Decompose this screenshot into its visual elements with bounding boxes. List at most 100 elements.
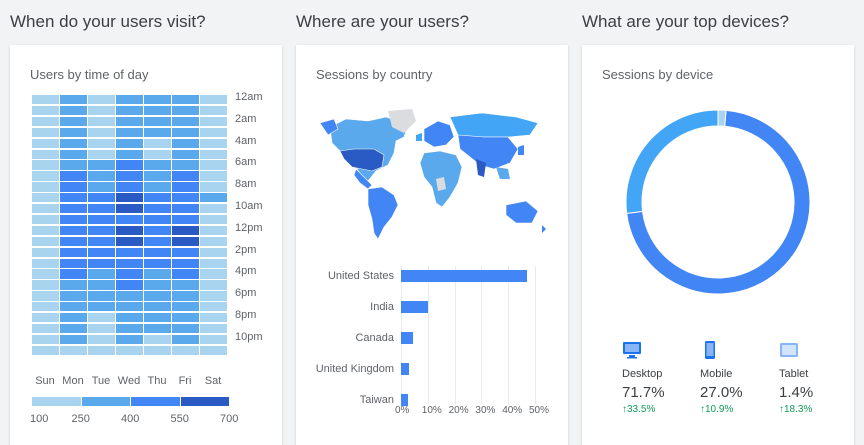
- heatmap-cell[interactable]: [60, 345, 87, 356]
- heatmap-cell[interactable]: [60, 225, 87, 236]
- heatmap-cell[interactable]: [116, 334, 143, 345]
- heatmap-cell[interactable]: [144, 291, 171, 301]
- heatmap-cell[interactable]: [88, 258, 115, 268]
- heatmap-cell[interactable]: [172, 116, 199, 127]
- heatmap-cell[interactable]: [32, 247, 59, 257]
- heatmap-cell[interactable]: [60, 334, 87, 345]
- heatmap-cell[interactable]: [32, 105, 59, 116]
- heatmap-cell[interactable]: [144, 95, 171, 105]
- heatmap-cell[interactable]: [32, 116, 59, 127]
- heatmap-cell[interactable]: [144, 214, 171, 225]
- heatmap-cell[interactable]: [172, 247, 199, 257]
- heatmap-cell[interactable]: [60, 182, 87, 192]
- heatmap-cell[interactable]: [144, 105, 171, 116]
- heatmap-cell[interactable]: [60, 160, 87, 170]
- heatmap-cell[interactable]: [60, 323, 87, 334]
- heatmap-cell[interactable]: [32, 345, 59, 356]
- heatmap-cell[interactable]: [144, 280, 171, 290]
- heatmap-cell[interactable]: [60, 269, 87, 279]
- heatmap-cell[interactable]: [32, 182, 59, 192]
- heatmap-cell[interactable]: [60, 138, 87, 148]
- heatmap-cell[interactable]: [200, 323, 227, 334]
- heatmap-cell[interactable]: [32, 236, 59, 247]
- heatmap-cell[interactable]: [88, 138, 115, 148]
- heatmap-cell[interactable]: [32, 269, 59, 279]
- heatmap-cell[interactable]: [60, 291, 87, 301]
- heatmap-cell[interactable]: [116, 225, 143, 236]
- donut-slice[interactable]: [625, 103, 720, 221]
- heatmap-cell[interactable]: [88, 247, 115, 257]
- heatmap-cell[interactable]: [200, 138, 227, 148]
- heatmap-cell[interactable]: [32, 149, 59, 159]
- heatmap-cell[interactable]: [200, 280, 227, 290]
- heatmap-cell[interactable]: [88, 236, 115, 247]
- heatmap-cell[interactable]: [144, 127, 171, 138]
- heatmap-cell[interactable]: [88, 334, 115, 345]
- heatmap-cell[interactable]: [172, 323, 199, 334]
- heatmap-cell[interactable]: [88, 323, 115, 334]
- heatmap-cell[interactable]: [172, 160, 199, 170]
- heatmap-cell[interactable]: [144, 182, 171, 192]
- heatmap-cell[interactable]: [60, 214, 87, 225]
- heatmap-cell[interactable]: [200, 160, 227, 170]
- heatmap-cell[interactable]: [172, 302, 199, 312]
- heatmap-cell[interactable]: [60, 280, 87, 290]
- country-bar[interactable]: [401, 394, 408, 406]
- heatmap-cell[interactable]: [200, 258, 227, 268]
- heatmap-cell[interactable]: [88, 182, 115, 192]
- heatmap-cell[interactable]: [60, 149, 87, 159]
- heatmap-cell[interactable]: [32, 171, 59, 181]
- heatmap-cell[interactable]: [88, 105, 115, 116]
- heatmap-cell[interactable]: [116, 269, 143, 279]
- heatmap-cell[interactable]: [88, 280, 115, 290]
- heatmap-cell[interactable]: [88, 116, 115, 127]
- heatmap-cell[interactable]: [32, 193, 59, 203]
- device-donut-chart[interactable]: [615, 99, 821, 305]
- heatmap-cell[interactable]: [200, 182, 227, 192]
- heatmap-cell[interactable]: [116, 105, 143, 116]
- heatmap-cell[interactable]: [116, 313, 143, 323]
- heatmap-cell[interactable]: [144, 323, 171, 334]
- heatmap-cell[interactable]: [172, 334, 199, 345]
- heatmap-cell[interactable]: [144, 171, 171, 181]
- heatmap-cell[interactable]: [200, 149, 227, 159]
- heatmap-cell[interactable]: [32, 334, 59, 345]
- heatmap-cell[interactable]: [172, 269, 199, 279]
- heatmap-cell[interactable]: [200, 127, 227, 138]
- heatmap-cell[interactable]: [60, 95, 87, 105]
- heatmap-cell[interactable]: [144, 204, 171, 214]
- heatmap-cell[interactable]: [172, 182, 199, 192]
- heatmap-cell[interactable]: [144, 236, 171, 247]
- heatmap-cell[interactable]: [88, 193, 115, 203]
- heatmap-cell[interactable]: [144, 149, 171, 159]
- heatmap-cell[interactable]: [200, 247, 227, 257]
- heatmap-cell[interactable]: [88, 149, 115, 159]
- heatmap-cell[interactable]: [32, 127, 59, 138]
- heatmap-cell[interactable]: [88, 345, 115, 356]
- heatmap-cell[interactable]: [200, 334, 227, 345]
- heatmap-cell[interactable]: [172, 127, 199, 138]
- heatmap-cell[interactable]: [144, 302, 171, 312]
- heatmap-cell[interactable]: [88, 214, 115, 225]
- heatmap-cell[interactable]: [60, 193, 87, 203]
- heatmap-cell[interactable]: [144, 269, 171, 279]
- heatmap-cell[interactable]: [88, 302, 115, 312]
- heatmap-cell[interactable]: [144, 258, 171, 268]
- heatmap-cell[interactable]: [88, 225, 115, 236]
- heatmap-cell[interactable]: [116, 291, 143, 301]
- heatmap-cell[interactable]: [200, 269, 227, 279]
- heatmap-cell[interactable]: [172, 193, 199, 203]
- heatmap-cell[interactable]: [116, 193, 143, 203]
- heatmap-cell[interactable]: [88, 95, 115, 105]
- heatmap-cell[interactable]: [32, 138, 59, 148]
- heatmap-cell[interactable]: [144, 334, 171, 345]
- heatmap-cell[interactable]: [116, 127, 143, 138]
- heatmap-cell[interactable]: [116, 214, 143, 225]
- heatmap-cell[interactable]: [60, 302, 87, 312]
- heatmap-cell[interactable]: [116, 280, 143, 290]
- heatmap-cell[interactable]: [144, 116, 171, 127]
- country-bar[interactable]: [401, 270, 527, 282]
- heatmap-cell[interactable]: [144, 138, 171, 148]
- heatmap-cell[interactable]: [88, 127, 115, 138]
- heatmap-cell[interactable]: [200, 116, 227, 127]
